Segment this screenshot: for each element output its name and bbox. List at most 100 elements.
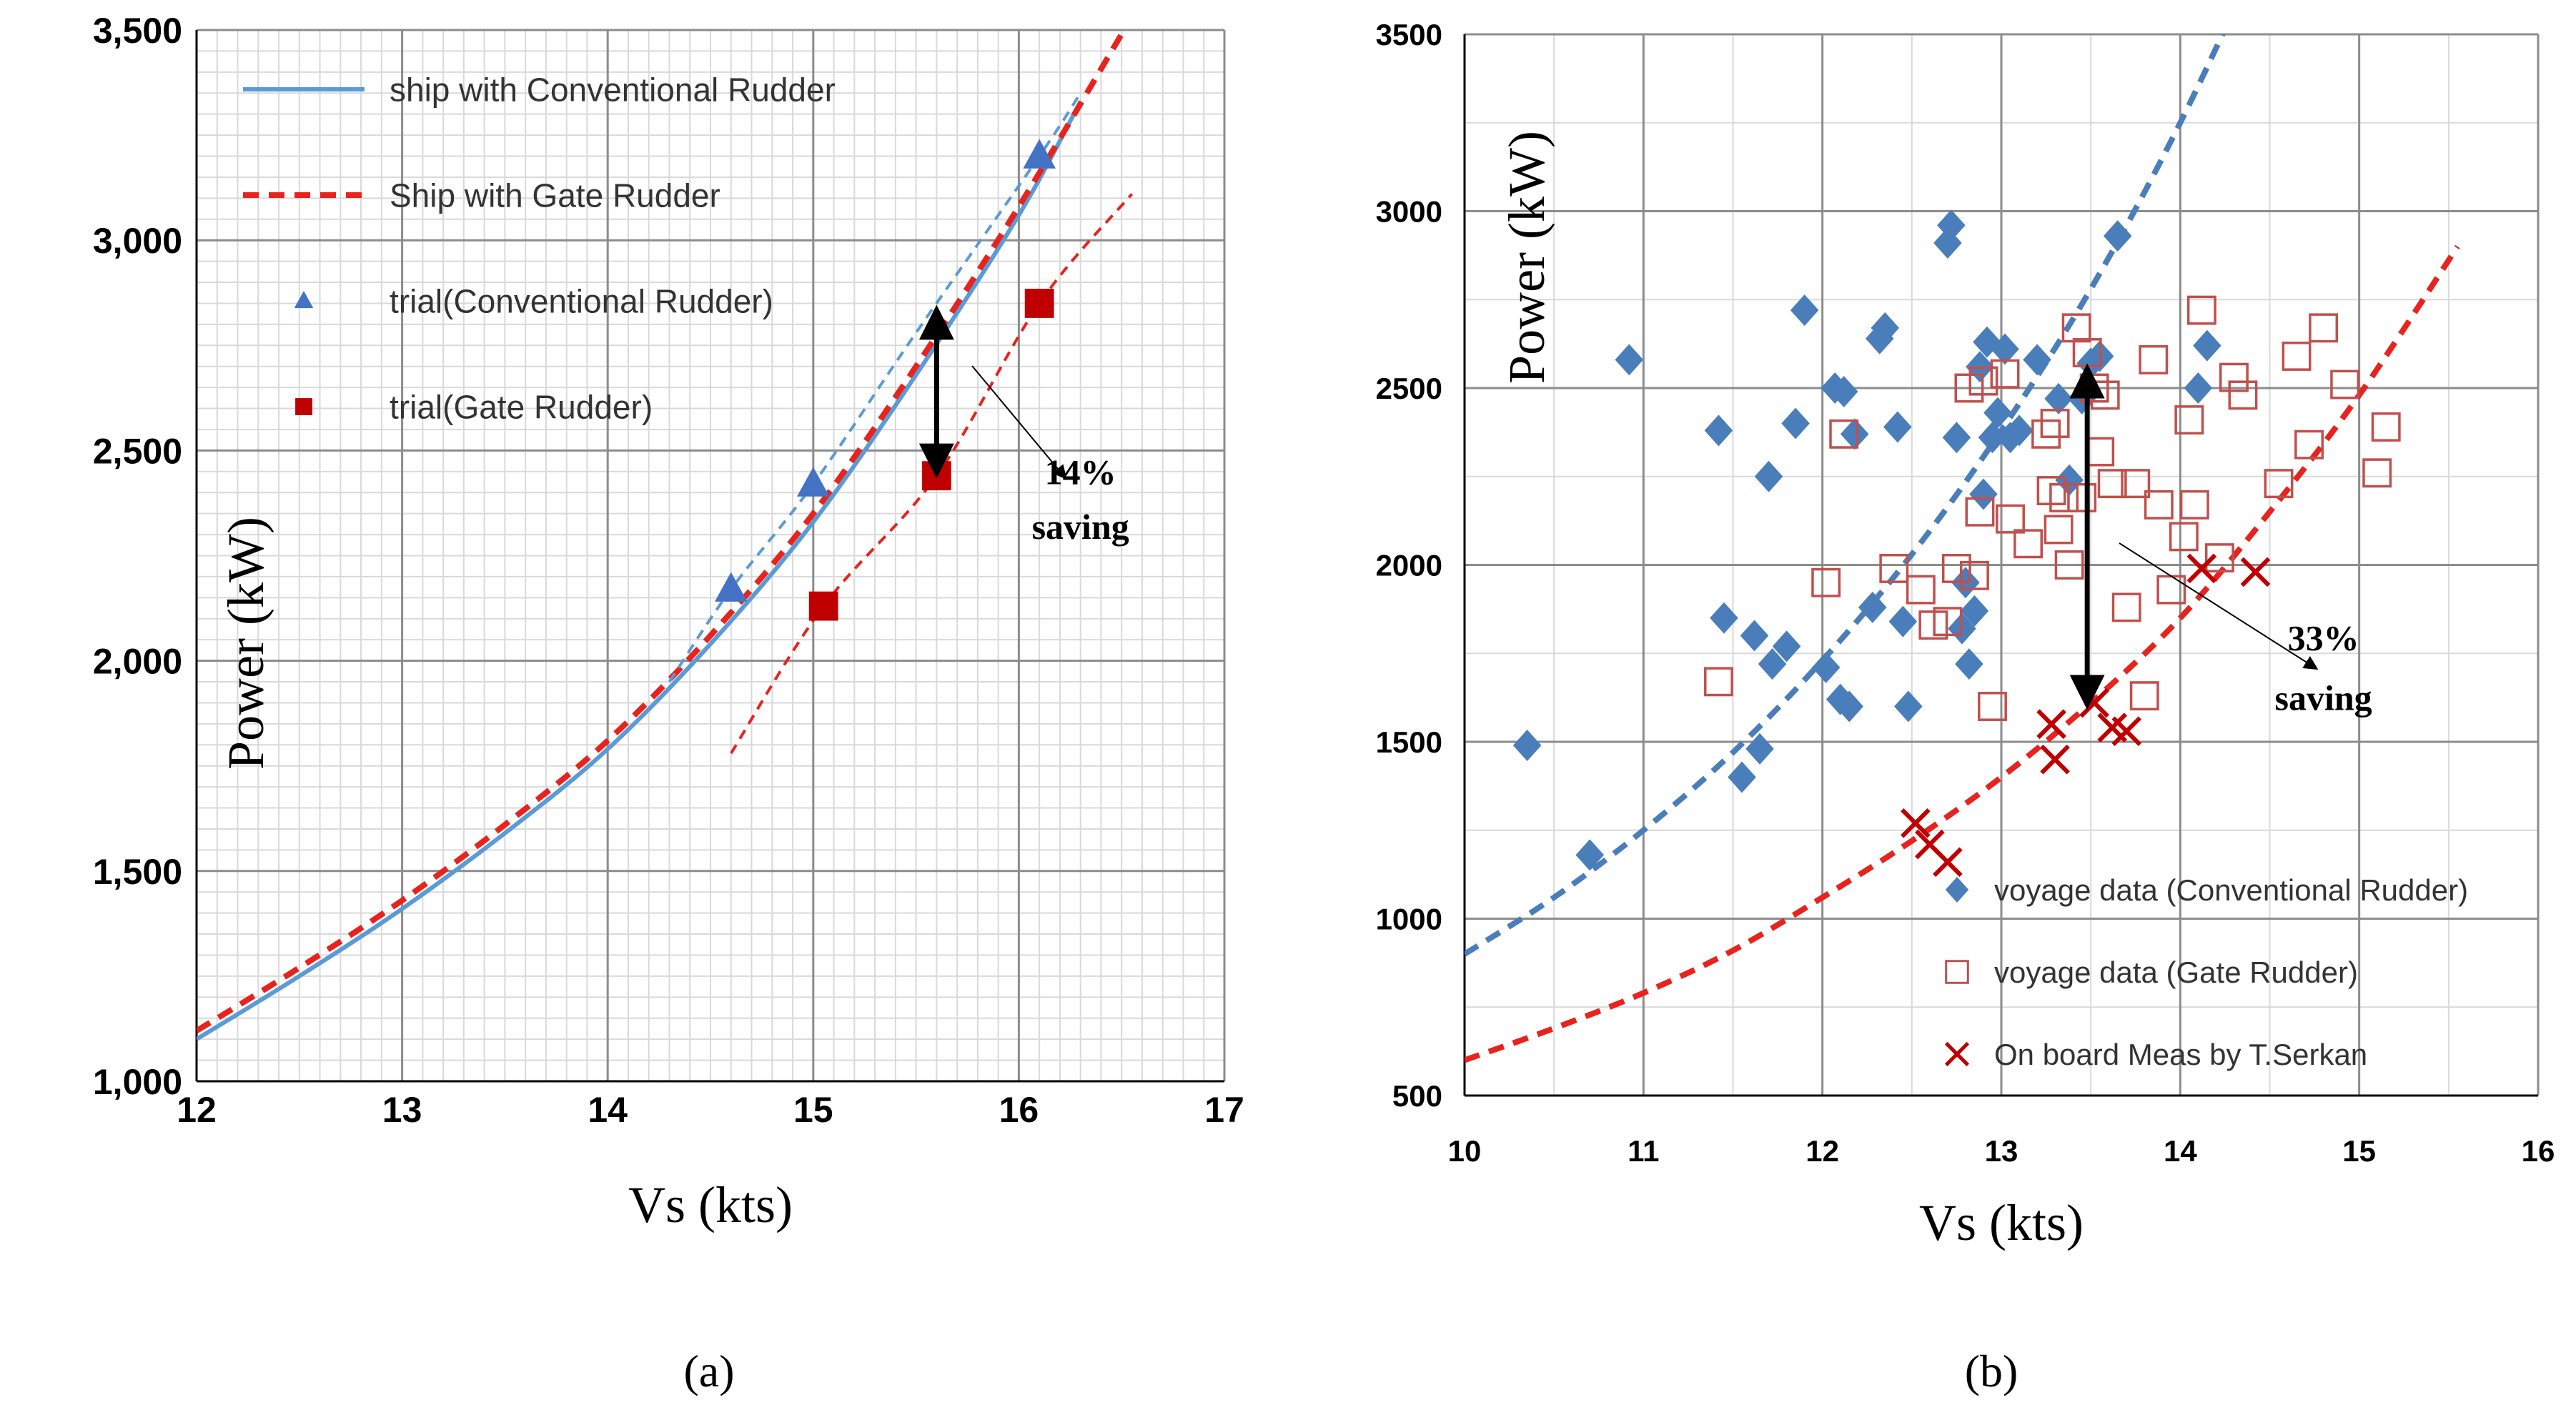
data-point-open-square xyxy=(2362,458,2392,488)
x-axis-label: Vs (kts) xyxy=(628,1176,793,1233)
y-tick-label: 2000 xyxy=(1376,549,1442,582)
data-point-open-square xyxy=(2129,681,2159,711)
data-point-open-square xyxy=(2309,313,2339,343)
data-point-diamond xyxy=(2184,372,2213,404)
data-point-diamond xyxy=(2055,464,2084,496)
data-point-diamond xyxy=(1883,411,1912,443)
data-point-triangle xyxy=(1023,139,1056,169)
data-point-square xyxy=(808,591,838,621)
y-tick-label: 1,000 xyxy=(93,1062,182,1102)
data-point-open-square xyxy=(2139,344,2169,374)
data-point-open-square xyxy=(1829,419,1859,449)
data-point-diamond xyxy=(1969,478,1998,510)
data-point-x-stroke xyxy=(2111,716,2142,746)
data-point-open-square xyxy=(1996,504,2025,534)
y-tick-label: 3000 xyxy=(1376,195,1442,229)
y-tick-label: 1500 xyxy=(1376,725,1442,759)
data-point-open-square xyxy=(1879,554,1909,583)
y-tick-label: 2500 xyxy=(1376,372,1442,405)
legend-label: On board Meas by T.Serkan xyxy=(1994,1038,2367,1071)
data-point-x-stroke xyxy=(1901,808,1931,838)
data-point-diamond xyxy=(2103,220,2132,252)
legend-item: voyage data (Conventional Rudder) xyxy=(1945,873,2468,907)
x-tick-label: 13 xyxy=(1985,1134,2018,1168)
y-tick-label: 3,500 xyxy=(93,11,182,51)
data-point-diamond xyxy=(1575,839,1605,871)
data-point-open-square xyxy=(2371,412,2401,442)
x-tick-label: 14 xyxy=(588,1090,628,1130)
data-point-open-square xyxy=(1704,667,1733,697)
legend-item: ship with Conventional Rudder xyxy=(243,71,836,109)
legend-label: trial(Conventional Rudder) xyxy=(390,283,773,320)
data-point-diamond xyxy=(1983,397,2012,429)
x-tick-label: 15 xyxy=(2342,1134,2376,1168)
x-tick-label: 12 xyxy=(177,1090,217,1130)
x-tick-label: 11 xyxy=(1628,1134,1659,1168)
data-point-open-square xyxy=(1906,575,1936,605)
data-point-open-square xyxy=(2061,313,2091,343)
data-point-open-square xyxy=(1811,567,1841,597)
data-point-diamond xyxy=(1991,333,2019,365)
data-point-diamond xyxy=(1745,733,1774,765)
data-point-diamond xyxy=(1512,729,1542,761)
data-point-diamond xyxy=(1772,630,1801,662)
data-point-diamond xyxy=(1704,414,1733,447)
data-point-open-square xyxy=(2121,469,2151,499)
data-point-diamond xyxy=(1955,648,1983,680)
data-point-diamond xyxy=(1888,605,1918,637)
y-tick-label: 3,000 xyxy=(93,221,182,261)
saving-annotation: saving xyxy=(1032,507,1129,547)
data-point-diamond xyxy=(1728,761,1756,793)
x-tick-label: 12 xyxy=(1805,1134,1839,1168)
data-point-open-square xyxy=(2294,430,2324,460)
legend-marker-square xyxy=(295,398,312,415)
data-point-diamond xyxy=(1978,422,2007,454)
data-point-open-square xyxy=(2174,405,2204,435)
x-tick-label: 17 xyxy=(1204,1090,1244,1130)
data-point-diamond xyxy=(1840,418,1869,450)
panel-label: (b) xyxy=(1965,1346,2018,1396)
data-point-open-square xyxy=(2169,522,2199,552)
y-axis-label: Power (kW) xyxy=(1498,131,1555,384)
data-point-x-stroke xyxy=(2186,553,2217,584)
x-tick-label: 13 xyxy=(382,1090,422,1130)
data-point-open-square xyxy=(2179,490,2209,520)
y-tick-label: 2,000 xyxy=(93,642,182,682)
x-tick-label: 16 xyxy=(999,1090,1039,1130)
data-point-diamond xyxy=(1754,460,1783,492)
data-point-open-square xyxy=(2144,490,2174,520)
data-point-diamond xyxy=(2044,382,2073,414)
legend-marker-diamond xyxy=(1945,877,1969,903)
data-point-diamond xyxy=(1960,595,1989,627)
data-point-diamond xyxy=(2193,329,2221,362)
data-point-diamond xyxy=(1790,294,1819,327)
data-point-open-square xyxy=(2219,362,2249,392)
data-point-open-square xyxy=(2031,419,2061,449)
x-tick-label: 15 xyxy=(793,1090,833,1130)
legend-marker-x-stroke xyxy=(1944,1041,1970,1067)
saving-pointer xyxy=(971,365,1067,480)
y-tick-label: 500 xyxy=(1392,1079,1442,1113)
data-point-diamond xyxy=(1758,648,1787,680)
data-point-open-square xyxy=(1965,497,1995,527)
x-axis-label: Vs (kts) xyxy=(1919,1194,2084,1251)
data-point-triangle xyxy=(714,572,748,602)
data-point-open-square xyxy=(2040,409,2070,438)
data-point-diamond xyxy=(1933,227,1962,259)
legend-label: Ship with Gate Rudder xyxy=(390,177,720,214)
y-axis-label: Power (kW) xyxy=(217,517,274,770)
data-point-open-square xyxy=(2204,543,2234,573)
data-point-open-square xyxy=(2282,342,2312,371)
saving-pointer xyxy=(2119,542,2319,670)
legend-marker-open-square xyxy=(1945,960,1969,984)
data-point-diamond xyxy=(1835,690,1864,723)
y-tick-label: 3500 xyxy=(1376,18,1442,51)
data-point-diamond xyxy=(1942,422,1971,454)
data-point-diamond xyxy=(1826,683,1855,715)
data-point-diamond xyxy=(1829,375,1858,407)
saving-annotation: 14% xyxy=(1045,452,1116,492)
data-point-diamond xyxy=(1937,209,1966,242)
data-point-open-square xyxy=(2264,469,2294,499)
x-tick-label: 14 xyxy=(2164,1134,2197,1168)
